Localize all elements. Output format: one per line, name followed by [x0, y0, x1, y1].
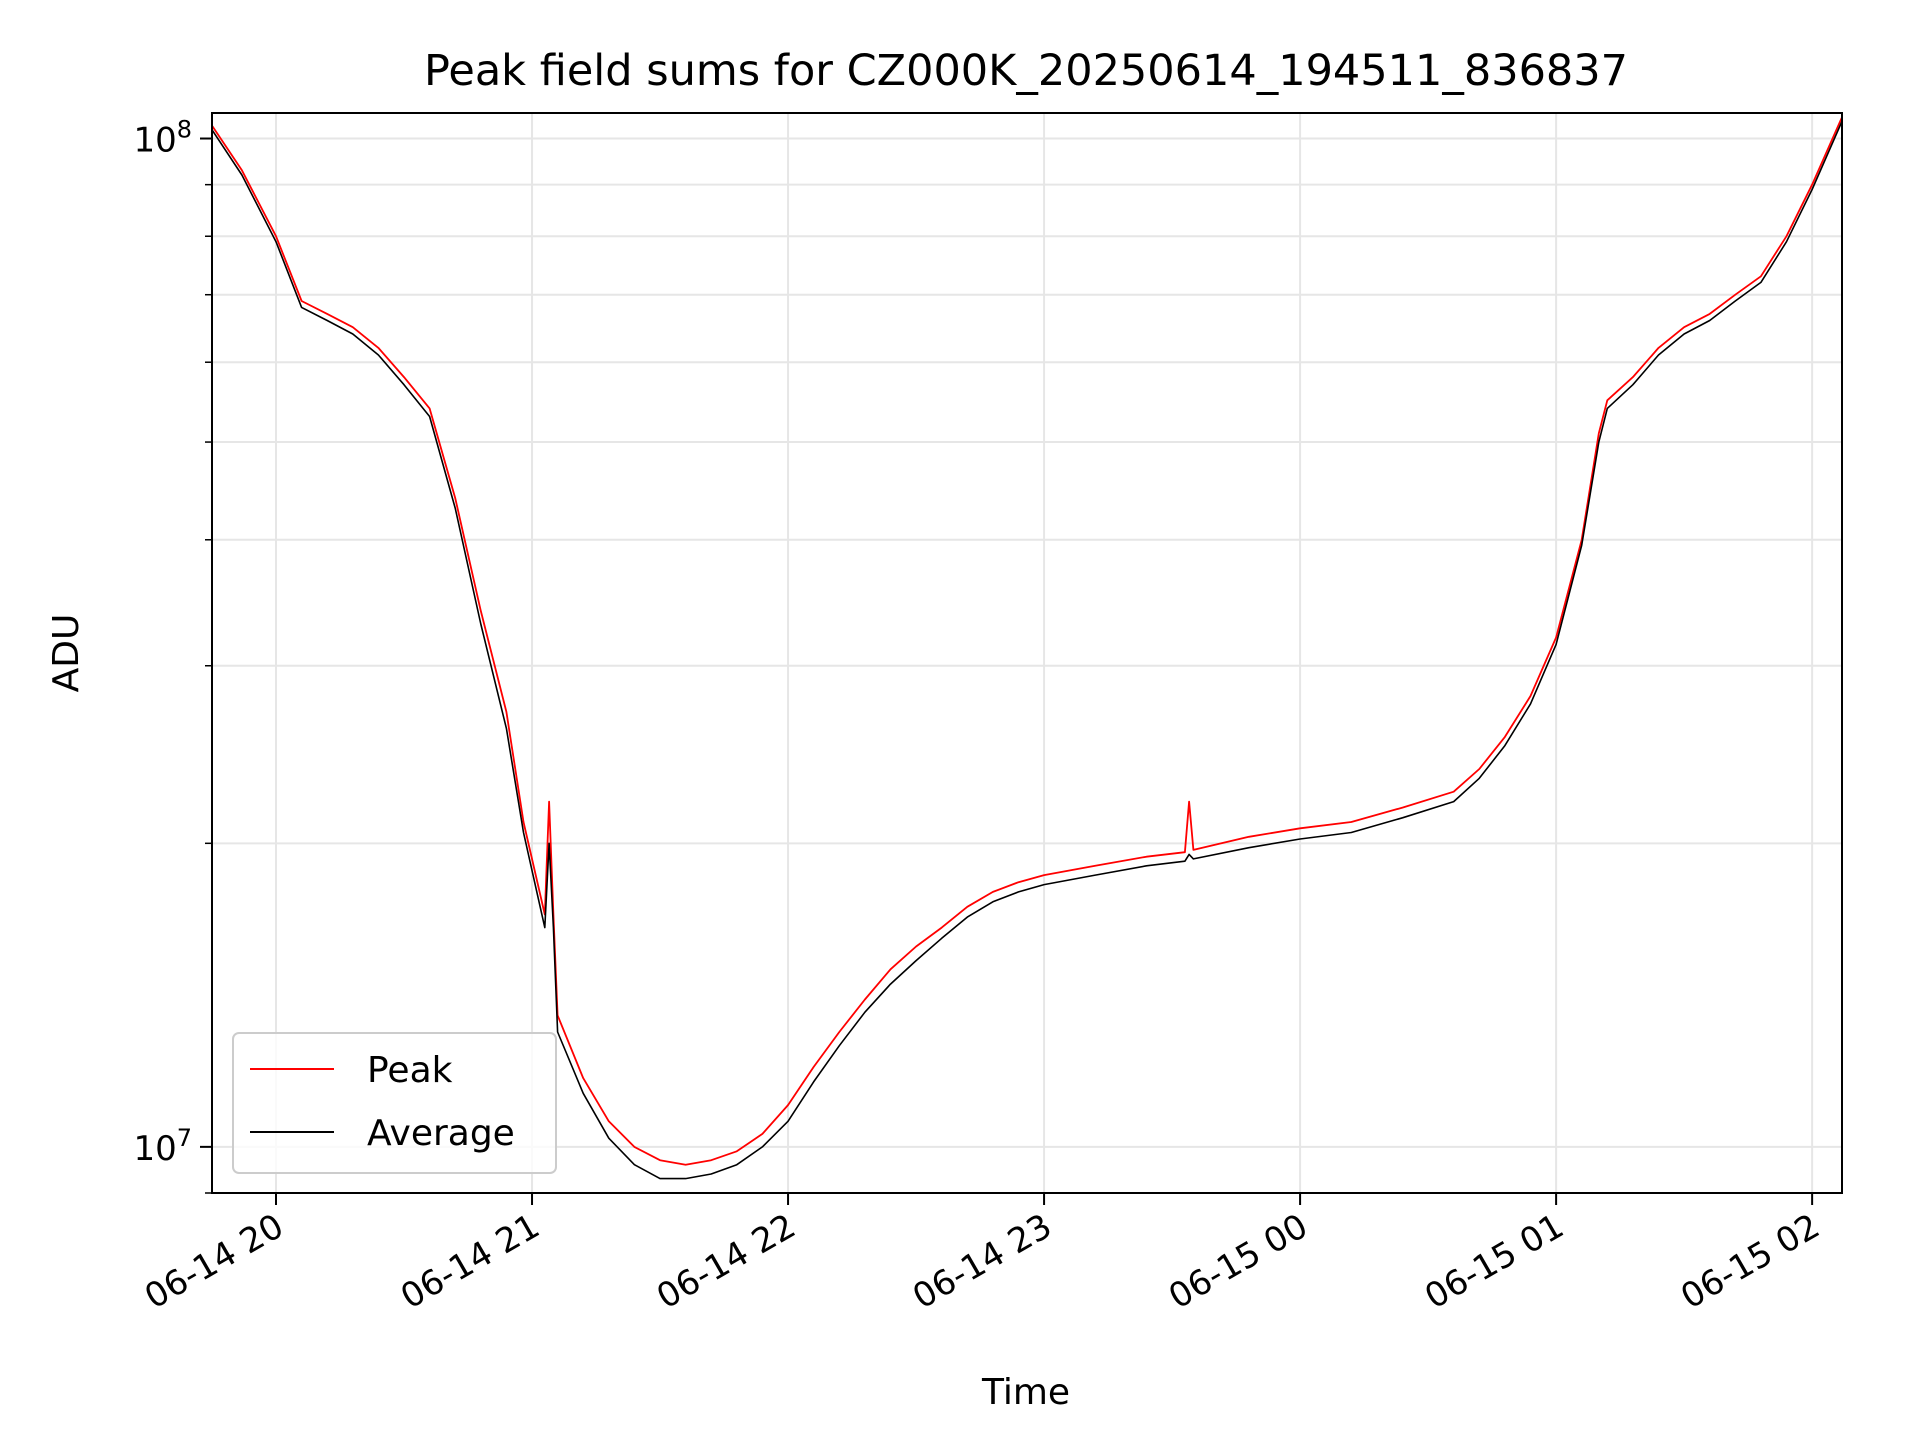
- plot-frame: [211, 112, 1843, 1194]
- chart-title: Peak field sums for CZ000K_20250614_1945…: [424, 46, 1628, 96]
- plot-area: [211, 112, 1843, 1194]
- legend-label-average: Average: [367, 1113, 515, 1154]
- y-tick-label: 107: [133, 1124, 192, 1169]
- y-axis-label: ADU: [46, 614, 87, 693]
- plot-background: [212, 113, 1842, 1193]
- legend-label-peak: Peak: [367, 1050, 453, 1091]
- series-layer: [211, 116, 1843, 1180]
- series-line-peak: [211, 116, 1843, 1166]
- y-tick-label: 108: [133, 116, 192, 161]
- legend: Peak Average: [232, 1032, 557, 1174]
- series-line-average: [211, 120, 1843, 1180]
- y-axis: 107 108: [133, 116, 212, 1194]
- x-axis-label: Time: [981, 1372, 1070, 1413]
